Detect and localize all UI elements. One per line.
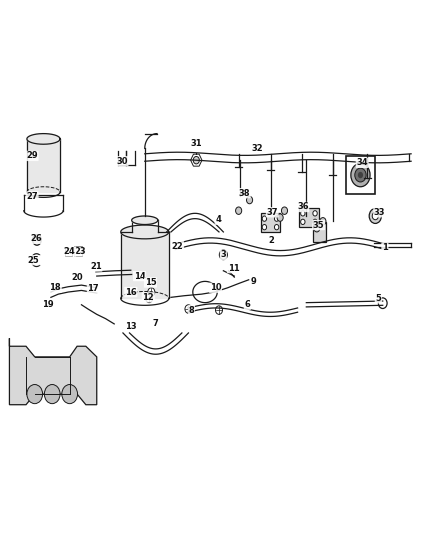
Circle shape: [314, 224, 320, 232]
Text: 20: 20: [71, 273, 83, 281]
Text: 8: 8: [189, 305, 194, 314]
Circle shape: [193, 157, 199, 164]
Text: 15: 15: [145, 278, 156, 287]
Bar: [74, 246, 82, 256]
Text: 1: 1: [382, 244, 388, 253]
Circle shape: [148, 288, 155, 296]
Circle shape: [219, 250, 227, 260]
Circle shape: [27, 384, 42, 403]
Circle shape: [215, 306, 223, 314]
Text: 14: 14: [134, 272, 145, 280]
Text: 21: 21: [90, 262, 102, 271]
Circle shape: [262, 216, 267, 221]
Bar: [65, 248, 72, 256]
Text: 38: 38: [239, 189, 250, 198]
Circle shape: [320, 217, 326, 225]
Circle shape: [275, 224, 279, 230]
Polygon shape: [132, 216, 158, 224]
Text: 36: 36: [297, 203, 309, 212]
Circle shape: [313, 211, 317, 216]
Circle shape: [236, 207, 242, 214]
Circle shape: [372, 212, 378, 220]
Polygon shape: [121, 225, 169, 239]
Bar: [346, 156, 375, 194]
Text: 16: 16: [125, 287, 137, 296]
Polygon shape: [191, 154, 202, 166]
Circle shape: [262, 224, 267, 230]
Text: 35: 35: [313, 221, 325, 230]
Circle shape: [146, 294, 152, 303]
Text: 33: 33: [374, 208, 385, 217]
Circle shape: [62, 384, 78, 403]
Text: 2: 2: [268, 237, 274, 246]
Circle shape: [300, 211, 305, 216]
Text: 4: 4: [215, 215, 221, 224]
Text: 17: 17: [88, 284, 99, 293]
Text: 29: 29: [26, 151, 38, 160]
Bar: [261, 213, 280, 232]
Polygon shape: [27, 139, 60, 192]
Circle shape: [351, 164, 370, 187]
Text: 11: 11: [227, 264, 239, 272]
Text: 23: 23: [75, 247, 86, 256]
Text: 5: 5: [375, 294, 381, 303]
Circle shape: [44, 384, 60, 403]
Polygon shape: [10, 338, 97, 405]
Text: 22: 22: [172, 242, 184, 251]
Circle shape: [185, 305, 192, 313]
Circle shape: [32, 235, 41, 245]
Circle shape: [378, 298, 387, 309]
Circle shape: [277, 214, 283, 221]
Text: 6: 6: [244, 300, 251, 309]
Text: 26: 26: [31, 235, 42, 244]
Circle shape: [313, 219, 317, 224]
Bar: [299, 208, 318, 227]
Circle shape: [355, 168, 366, 182]
Text: 18: 18: [49, 283, 61, 292]
Text: 31: 31: [191, 139, 202, 148]
Polygon shape: [121, 232, 169, 298]
Text: 7: 7: [153, 319, 159, 328]
Circle shape: [369, 208, 381, 223]
Text: 9: 9: [251, 277, 257, 286]
Text: 24: 24: [64, 247, 75, 256]
Text: 25: 25: [28, 256, 39, 264]
Bar: [313, 222, 326, 241]
Text: 27: 27: [26, 192, 38, 201]
Circle shape: [300, 219, 305, 224]
Text: 30: 30: [117, 157, 128, 166]
Text: 3: 3: [220, 251, 226, 260]
Text: 37: 37: [266, 208, 278, 217]
Text: 10: 10: [210, 283, 221, 292]
Text: 13: 13: [125, 321, 137, 330]
Text: 32: 32: [251, 144, 263, 153]
Text: 12: 12: [142, 293, 154, 302]
Circle shape: [358, 172, 363, 178]
Circle shape: [275, 216, 279, 221]
Text: 19: 19: [42, 300, 54, 309]
Text: 34: 34: [357, 158, 368, 167]
Circle shape: [247, 196, 253, 204]
Polygon shape: [27, 134, 60, 144]
Circle shape: [282, 207, 288, 214]
